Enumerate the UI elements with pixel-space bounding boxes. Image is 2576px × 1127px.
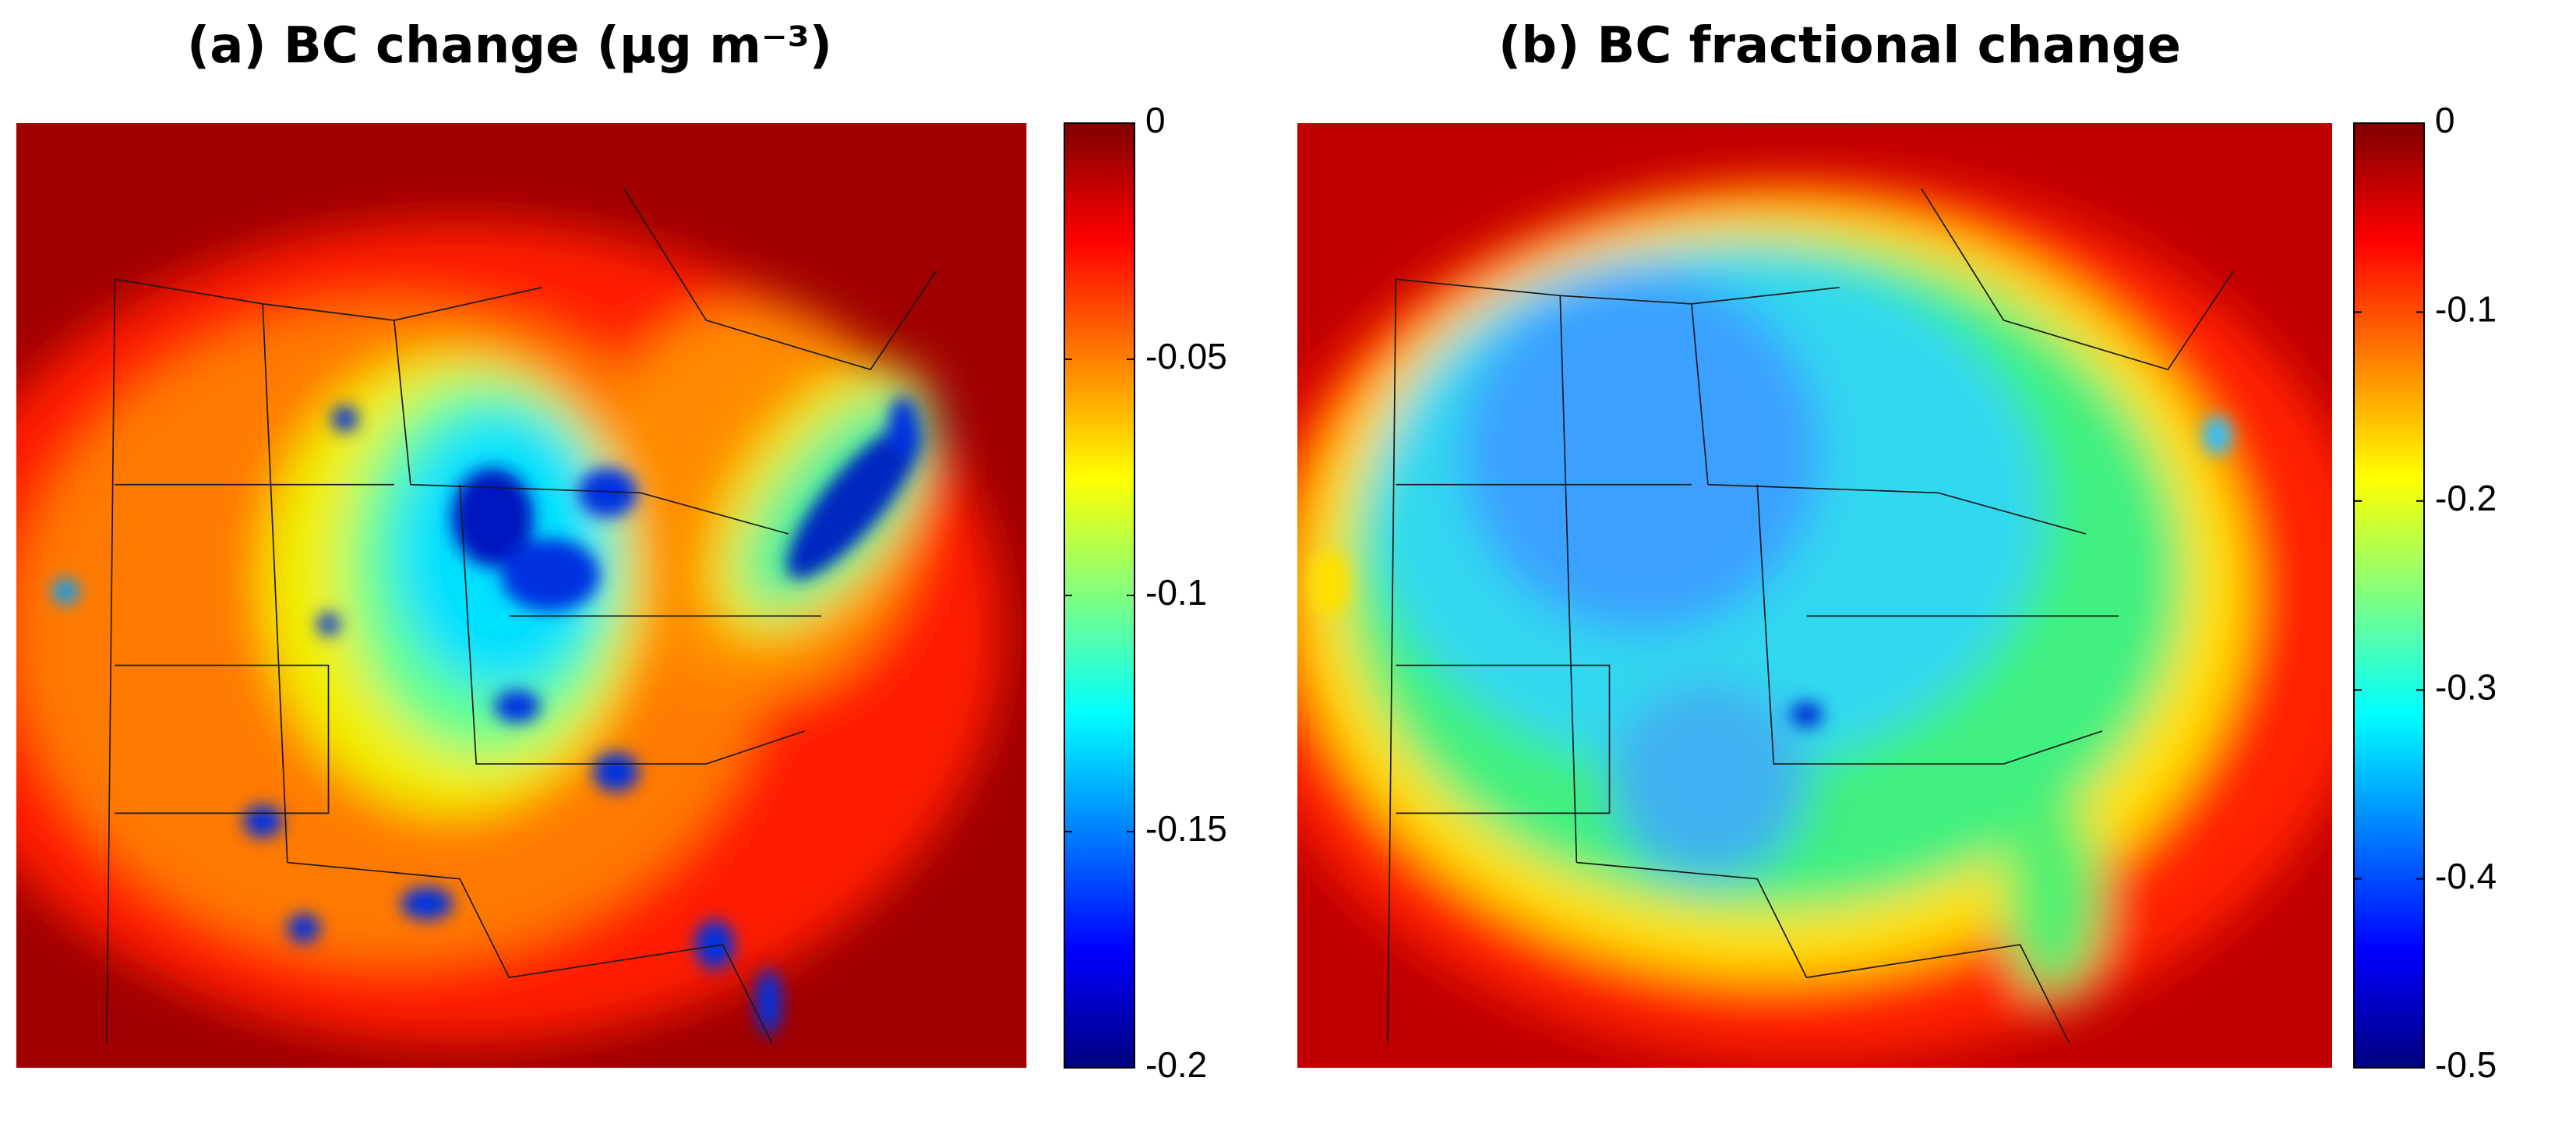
tick-label: -0.4	[2435, 856, 2497, 896]
tick-label: -0.05	[1145, 336, 1227, 376]
tick-label: 0	[2435, 100, 2455, 140]
panel-title: (b) BC fractional change	[1498, 17, 2181, 75]
tick-label: -0.1	[1145, 572, 1207, 613]
tick-label: -0.2	[2435, 478, 2497, 518]
panel-title: (a) BC change (μg m⁻³)	[187, 17, 832, 75]
map-a	[16, 123, 1027, 1069]
colorbar	[1064, 122, 1135, 1069]
tick-label: -0.2	[1145, 1044, 1207, 1085]
map-b	[1297, 123, 2333, 1069]
tick-label: -0.15	[1145, 808, 1227, 849]
tick-label: 0	[1145, 100, 1166, 140]
colorbar	[2353, 122, 2425, 1069]
tick-label: -0.5	[2435, 1044, 2497, 1085]
tick-label: -0.3	[2435, 666, 2497, 707]
tick-label: -0.1	[2435, 289, 2497, 330]
